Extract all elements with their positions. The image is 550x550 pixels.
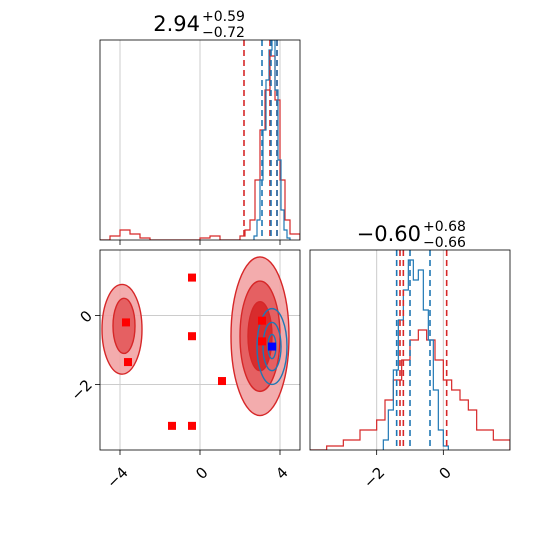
histogram-step-blue <box>382 259 449 450</box>
y-tick-label-0: −2 <box>68 376 96 404</box>
red-marker-6 <box>258 337 266 346</box>
title-minus: −0.66 <box>423 235 466 251</box>
contour-content <box>101 256 290 430</box>
red-marker-8 <box>188 421 196 430</box>
red-marker-7 <box>168 421 176 430</box>
title-plus: +0.59 <box>202 9 245 25</box>
red-marker-1 <box>122 318 130 327</box>
title-value: 2.94 <box>153 12 200 36</box>
x-tick-label-2: 4 <box>272 463 291 482</box>
x-tick-label-0: −2 <box>360 463 388 491</box>
histogram-panel-top-left: 2.94 +0.59 −0.72 <box>99 9 301 245</box>
x-tick-label-1: 0 <box>192 463 211 482</box>
histogram-content <box>100 40 300 240</box>
title-value: −0.60 <box>357 222 421 246</box>
red-contour-2 <box>247 301 273 372</box>
red-marker-0 <box>188 273 196 282</box>
histogram-step-red <box>310 329 510 450</box>
histogram-step-blue <box>253 40 291 240</box>
grid-lines <box>376 250 444 450</box>
grid-lines <box>119 40 281 240</box>
x-tick-label-1: 0 <box>436 463 455 482</box>
title-minus: −0.72 <box>202 25 245 41</box>
y-tick-label-1: 0 <box>76 307 95 326</box>
blue-marker-0 <box>268 342 276 351</box>
blue-contour-1 <box>262 321 282 372</box>
blue-contour-0 <box>256 307 288 386</box>
axis-ticks: −2 0 <box>360 450 455 492</box>
histogram-content <box>310 250 510 450</box>
contour-panel-bottom-left: −4 0 4 −2 0 <box>68 249 301 492</box>
red-marker-5 <box>258 316 266 325</box>
red-marker-2 <box>124 358 132 367</box>
red-marker-3 <box>188 332 196 341</box>
axes-frame <box>309 249 511 451</box>
axis-ticks <box>119 240 281 245</box>
x-tick-label-0: −4 <box>103 463 131 491</box>
red-marker-4 <box>218 377 226 386</box>
title-plus: +0.68 <box>423 219 466 235</box>
histogram-panel-bottom-right: −2 0 −0.60 +0.68 −0.66 <box>309 219 511 492</box>
